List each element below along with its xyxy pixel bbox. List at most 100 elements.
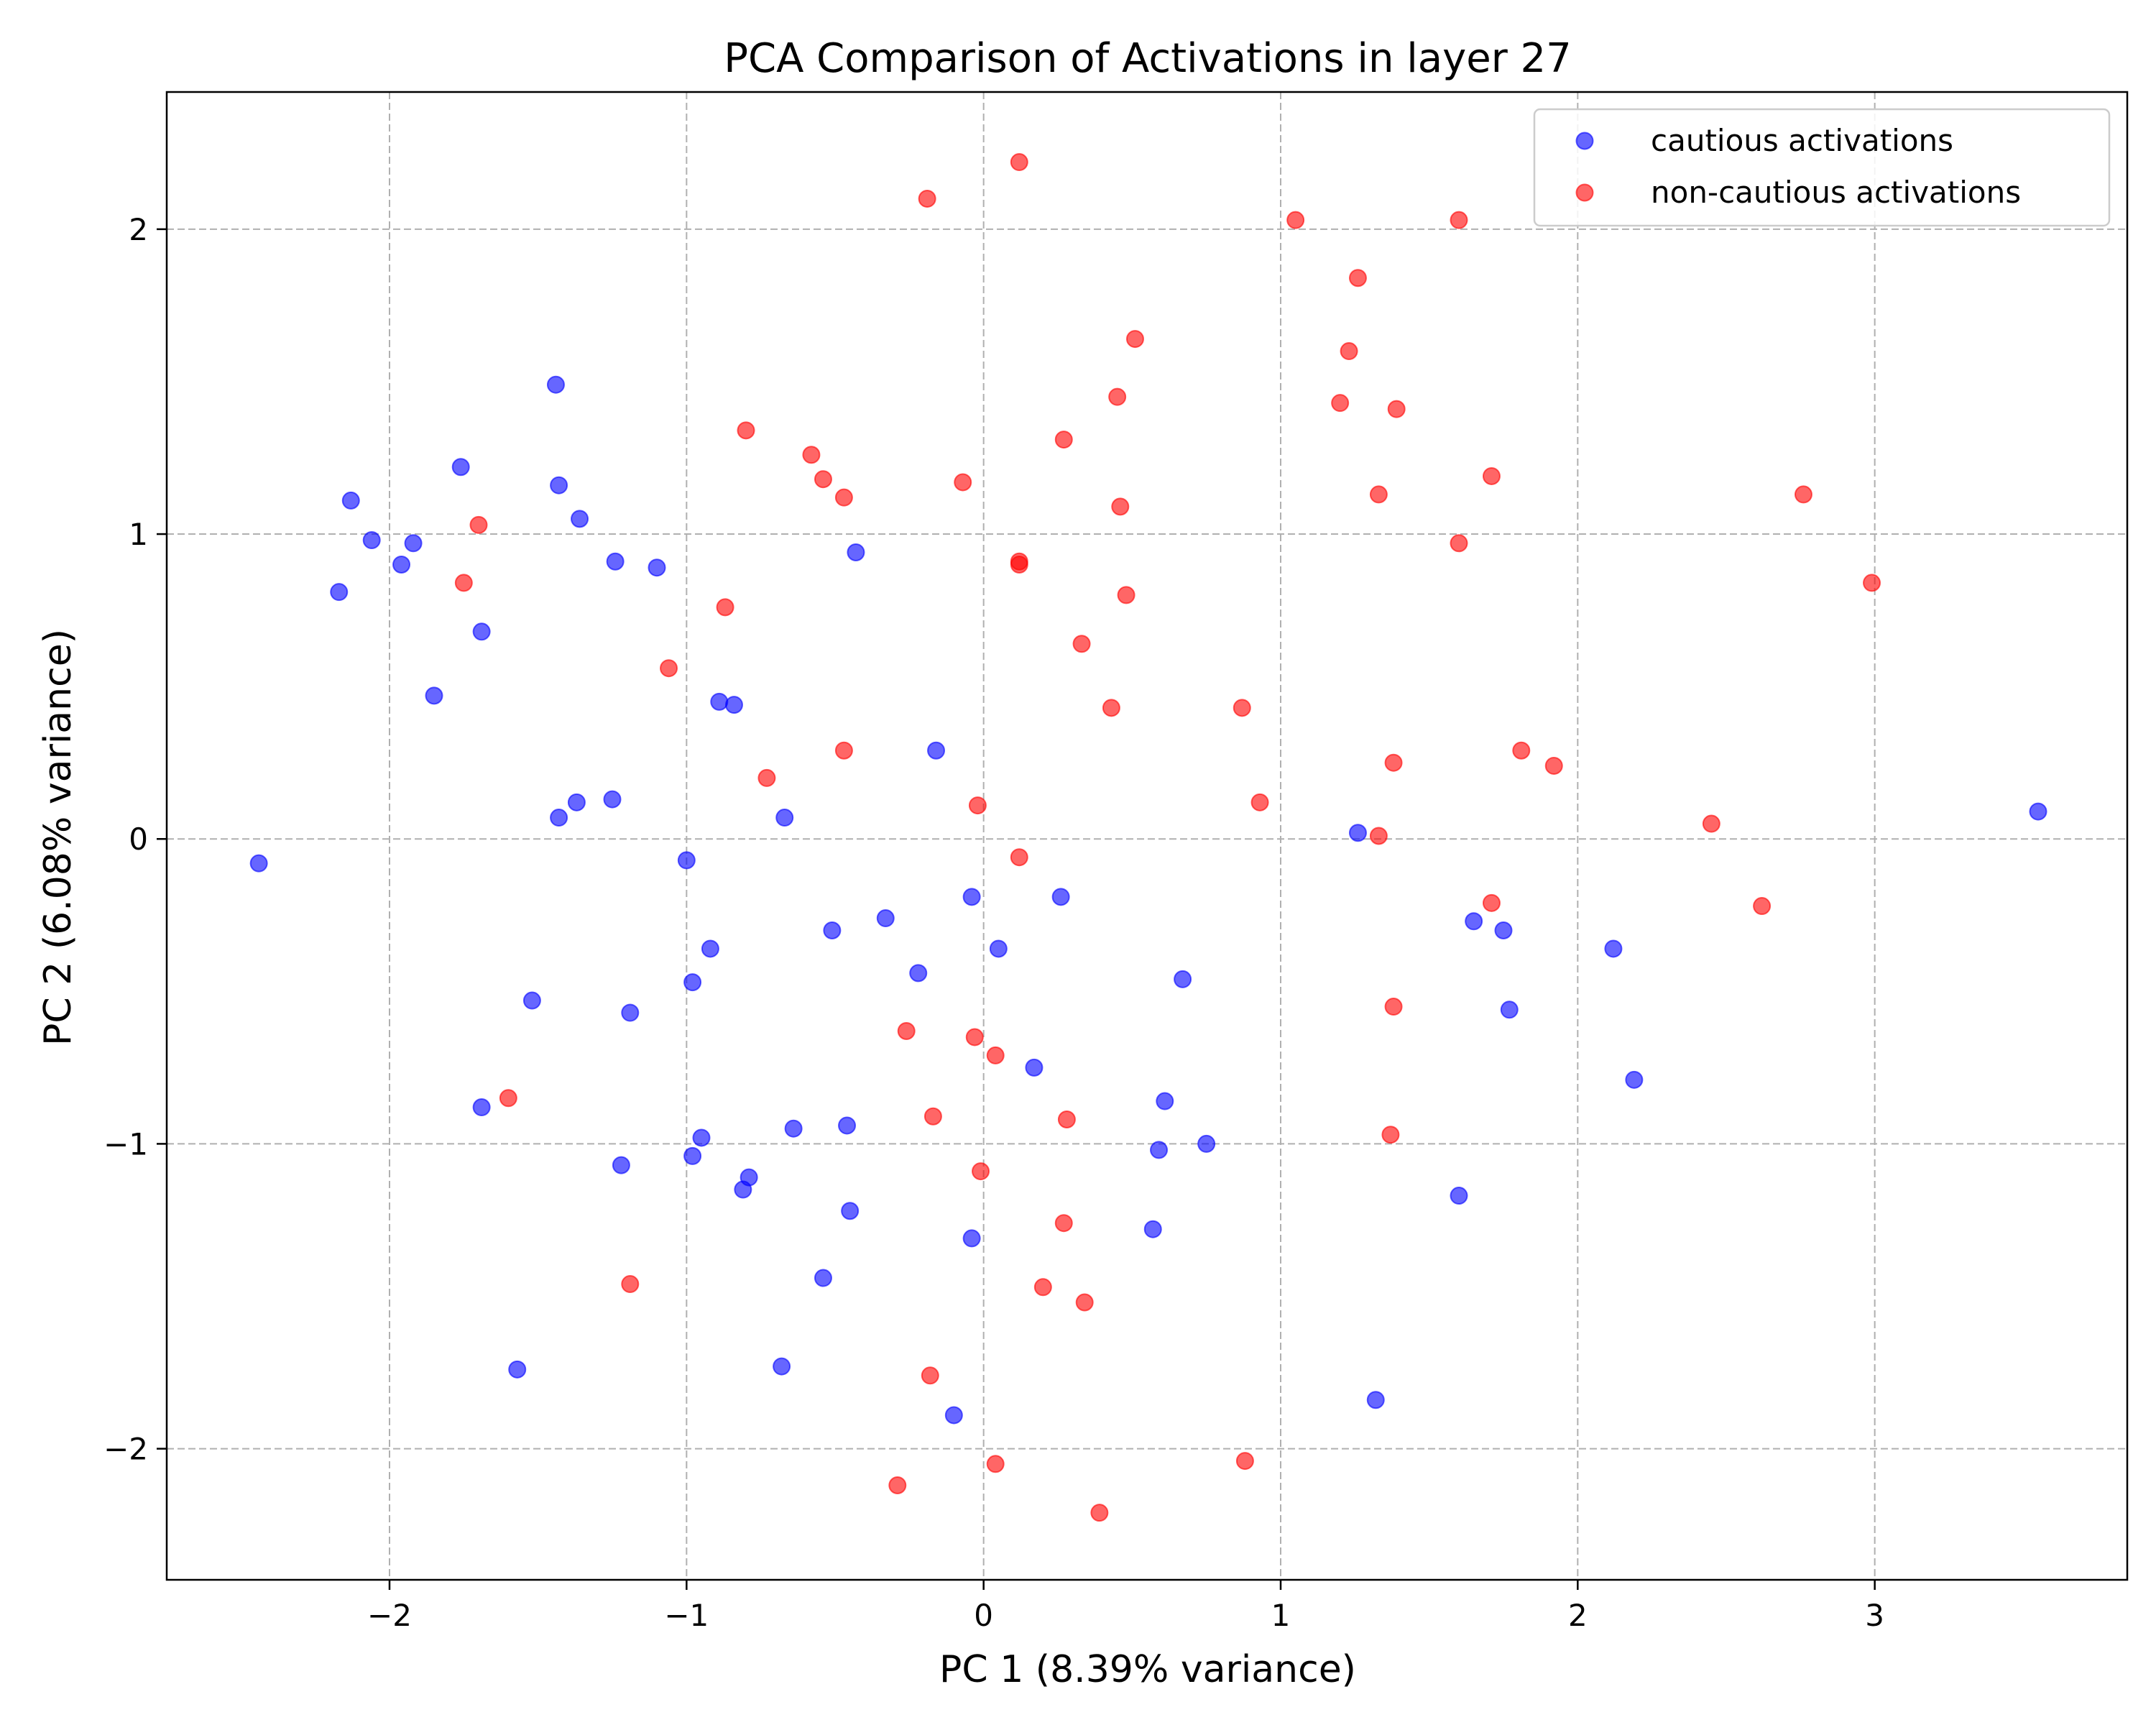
cautious-point: [823, 921, 842, 939]
cautious-point: [1051, 888, 1070, 906]
chart-title: PCA Comparison of Activations in layer 2…: [724, 35, 1572, 82]
cautious-point: [362, 531, 381, 550]
cautious-point: [962, 888, 981, 906]
non-cautious-point: [1010, 153, 1028, 172]
y-tick-label: −1: [103, 1126, 148, 1162]
non-cautious-point: [1125, 330, 1144, 349]
non-cautious-point: [986, 1455, 1005, 1473]
x-axis-label: PC 1 (8.39% variance): [939, 1648, 1356, 1691]
cautious-point: [330, 583, 349, 602]
cautious-point: [567, 793, 586, 811]
cautious-point: [392, 555, 411, 574]
non-cautious-point: [1010, 848, 1028, 867]
non-cautious-point: [1102, 699, 1120, 717]
cautious-point: [1025, 1058, 1044, 1077]
cautious-point: [909, 964, 928, 983]
non-cautious-point: [921, 1366, 939, 1385]
non-cautious-point: [923, 1107, 942, 1126]
non-cautious-point: [469, 515, 488, 534]
non-cautious-point: [954, 473, 972, 492]
non-cautious-point: [1072, 635, 1091, 653]
non-cautious-point: [1286, 211, 1305, 229]
x-tick-label: 0: [974, 1598, 993, 1633]
non-cautious-point: [1331, 394, 1350, 413]
non-cautious-point: [1512, 741, 1531, 760]
cautious-point: [571, 510, 589, 528]
non-cautious-point: [499, 1089, 517, 1108]
non-cautious-point: [888, 1476, 907, 1495]
non-cautious-point: [1387, 400, 1406, 418]
non-cautious-point: [1450, 211, 1468, 229]
cautious-point: [683, 973, 702, 992]
non-cautious-point: [757, 768, 776, 787]
cautious-point: [1500, 1000, 1519, 1019]
cautious-point: [621, 1003, 640, 1022]
cautious-point: [1366, 1391, 1385, 1409]
non-cautious-point: [1482, 466, 1501, 485]
cautious-point: [550, 809, 568, 827]
x-tick-label: 3: [1865, 1598, 1884, 1633]
non-cautious-point: [834, 741, 853, 760]
cautious-point: [838, 1116, 857, 1135]
cautious-point: [472, 1098, 491, 1117]
non-cautious-point: [1384, 998, 1403, 1016]
cautious-point: [701, 939, 719, 958]
non-cautious-point: [1369, 827, 1388, 845]
non-cautious-point: [1057, 1110, 1076, 1128]
cautious-point: [472, 622, 491, 641]
cautious-point: [740, 1168, 758, 1187]
cautious-point: [508, 1360, 527, 1379]
cautious-point: [612, 1156, 630, 1174]
non-cautious-point: [1753, 897, 1772, 916]
non-cautious-point: [1544, 756, 1563, 775]
non-cautious-point: [1033, 1278, 1052, 1297]
non-cautious-point: [660, 659, 678, 678]
non-cautious-point: [965, 1028, 984, 1046]
non-cautious-point: [1863, 574, 1881, 592]
cautious-point: [550, 476, 568, 494]
non-cautious-point: [621, 1275, 640, 1294]
cautious-point: [784, 1119, 803, 1138]
non-cautious-point: [1794, 485, 1812, 504]
cautious-point: [1197, 1134, 1216, 1153]
cautious-point: [677, 851, 696, 870]
cautious-point: [847, 543, 865, 562]
non-cautious-point: [1369, 485, 1388, 504]
non-cautious-point: [814, 470, 832, 489]
non-cautious-point: [968, 796, 987, 815]
ticks-layer: −2 −1 0 1 2 3 −2 −1 0 1 2: [103, 212, 1884, 1633]
non-cautious-point: [1482, 893, 1501, 912]
cautious-point: [841, 1202, 860, 1220]
cautious-point: [1143, 1220, 1162, 1238]
cautious-point: [1150, 1141, 1169, 1159]
x-tick-label: −2: [367, 1598, 412, 1633]
y-tick-label: 2: [129, 212, 148, 247]
plot-frame: [165, 91, 2129, 1581]
non-cautious-point: [1235, 1452, 1254, 1471]
cautious-point: [451, 458, 470, 477]
cautious-point: [710, 692, 729, 711]
legend-label-non-cautious: non-cautious activations: [1651, 175, 2021, 210]
cautious-point: [692, 1128, 711, 1147]
non-cautious-point: [897, 1021, 916, 1040]
points-layer: [249, 153, 2047, 1522]
cautious-point: [773, 1357, 791, 1376]
cautious-point: [1625, 1070, 1644, 1089]
non-cautious-point: [1090, 1504, 1109, 1522]
cautious-point: [1156, 1092, 1174, 1110]
non-cautious-point: [986, 1046, 1005, 1064]
cautious-point: [814, 1269, 832, 1287]
cautious-point: [546, 375, 565, 394]
cautious-point: [775, 809, 794, 827]
legend-marker-non-cautious: [1575, 183, 1594, 202]
cautious-point: [404, 534, 423, 553]
cautious-point: [927, 741, 946, 760]
cautious-point: [606, 552, 625, 571]
non-cautious-point: [1111, 497, 1130, 516]
non-cautious-point: [1702, 814, 1720, 833]
cautious-point: [341, 491, 360, 510]
non-cautious-point: [1348, 269, 1367, 288]
y-tick-label: −2: [103, 1432, 148, 1467]
cautious-point: [724, 696, 743, 714]
non-cautious-point: [1384, 753, 1403, 772]
